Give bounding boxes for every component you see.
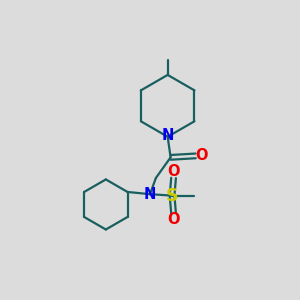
Text: O: O [167,212,180,227]
Text: N: N [161,128,174,143]
Text: N: N [144,187,156,202]
Text: S: S [166,187,178,205]
Text: O: O [195,148,208,164]
Text: O: O [167,164,180,179]
